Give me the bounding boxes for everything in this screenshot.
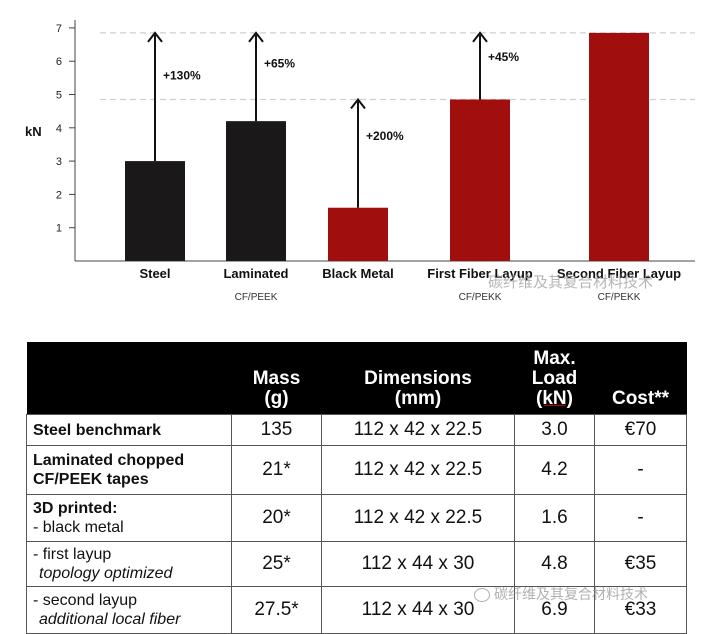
cell-dimensions: 112 x 42 x 22.5 <box>321 445 515 495</box>
category-labels: Steel Laminated CF/PEEK Black Metal First Fi… <box>139 266 681 303</box>
bars <box>125 32 649 262</box>
bar-3 <box>450 99 510 262</box>
wechat-icon <box>474 588 490 602</box>
y-tick-label: 4 <box>56 123 62 135</box>
row-label: - second layup additional local fiber <box>26 586 232 634</box>
arrow-label: +130% <box>163 68 201 82</box>
y-tick-label: 1 <box>56 223 62 235</box>
watermark-chart: 碳纤维及其复合材料技术 <box>488 273 653 291</box>
watermark-table: 碳纤维及其复合材料技术 <box>474 584 648 604</box>
cell-cost: €35 <box>594 541 687 587</box>
arrow-label: +200% <box>366 129 404 143</box>
load-bar-chart: 1 2 3 4 5 6 7 +130% +65% +200% +45% Steel Laminate… <box>25 20 695 303</box>
cell-load: 3.0 <box>514 414 595 446</box>
header-dimensions: Dimensions (mm) <box>321 342 515 415</box>
y-tick-label: 3 <box>56 156 62 168</box>
bar-1 <box>226 121 286 261</box>
category-label: Black Metal <box>322 266 394 281</box>
table-row: Laminated chopped CF/PEEK tapes 21* 112 … <box>26 445 687 495</box>
table-row: 3D printed: - black metal 20* 112 x 42 x… <box>26 494 687 542</box>
row-label: - first layup topology optimized <box>26 541 232 587</box>
category-sublabel: CF/PEKK <box>459 292 502 303</box>
header-mass: Mass (g) <box>231 342 322 415</box>
arrow-label: +65% <box>264 56 295 70</box>
y-tick-label: 2 <box>56 189 62 201</box>
header-blank <box>26 342 232 415</box>
cell-dimensions: 112 x 42 x 22.5 <box>321 414 515 446</box>
y-tick-label: 7 <box>56 23 62 35</box>
arrow-head <box>472 31 488 43</box>
improvement-arrows: +130% +65% +200% +45% <box>147 31 519 208</box>
cell-load: 6.9 <box>514 586 595 634</box>
category-label: Second Fiber Layup <box>557 266 681 281</box>
arrow-label: +45% <box>488 50 519 64</box>
cell-mass: 21* <box>231 445 322 495</box>
bar-2 <box>328 207 388 261</box>
specs-table: Mass (g) Dimensions (mm) Max. Load (kN) … <box>26 342 687 634</box>
row-label: Laminated chopped CF/PEEK tapes <box>26 445 232 495</box>
category-label: Laminated <box>223 266 288 281</box>
table-row: - first layup topology optimized 25* 112… <box>26 541 687 587</box>
row-label: Steel benchmark <box>26 414 232 446</box>
header-max-load: Max. Load (kN) <box>514 342 595 415</box>
arrow-head <box>248 31 264 43</box>
cell-dimensions: 112 x 44 x 30 <box>321 586 515 634</box>
y-tick-label: 6 <box>56 56 62 68</box>
arrow-head <box>147 31 163 43</box>
cell-dimensions: 112 x 44 x 30 <box>321 541 515 587</box>
header-cost: Cost** <box>594 342 687 415</box>
category-label: First Fiber Layup <box>427 266 533 281</box>
row-label: 3D printed: - black metal <box>26 494 232 542</box>
y-axis-label: kN <box>25 124 42 139</box>
cell-cost: - <box>594 445 687 495</box>
arrow-head <box>350 97 366 110</box>
cell-load: 1.6 <box>514 494 595 542</box>
cell-mass: 20* <box>231 494 322 542</box>
cell-dimensions: 112 x 42 x 22.5 <box>321 494 515 542</box>
bar-0 <box>125 161 185 261</box>
table-header-row: Mass (g) Dimensions (mm) Max. Load (kN) … <box>26 342 687 415</box>
cell-cost: €70 <box>594 414 687 446</box>
bar-4 <box>589 32 649 261</box>
cell-mass: 27.5* <box>231 586 322 634</box>
cell-load: 4.8 <box>514 541 595 587</box>
table-row: Steel benchmark 135 112 x 42 x 22.5 3.0 … <box>26 414 687 446</box>
cell-cost: - <box>594 494 687 542</box>
category-label: Steel <box>139 266 170 281</box>
category-sublabel: CF/PEKK <box>598 292 641 303</box>
cell-mass: 25* <box>231 541 322 587</box>
cell-mass: 135 <box>231 414 322 446</box>
cell-load: 4.2 <box>514 445 595 495</box>
y-tick-label: 5 <box>56 90 62 102</box>
category-sublabel: CF/PEEK <box>235 292 278 303</box>
